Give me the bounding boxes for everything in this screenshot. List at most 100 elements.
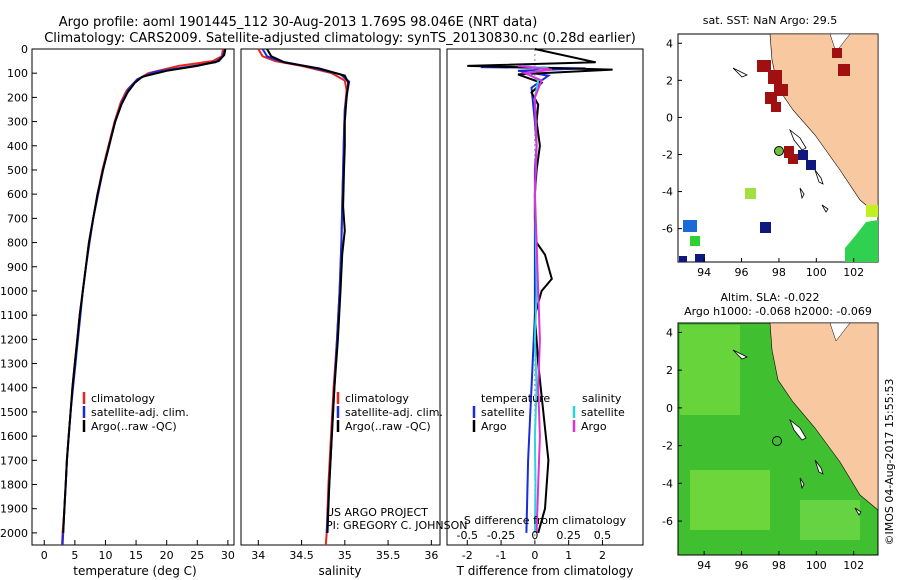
depth-tick-label: 800 xyxy=(7,237,28,250)
sst-pixel xyxy=(757,60,771,72)
depth-tick-label: 1100 xyxy=(0,309,28,322)
sst-pixel xyxy=(683,220,697,232)
lat-tick-label: -2 xyxy=(662,148,673,161)
s-difference-label: S difference from climatology xyxy=(464,514,627,527)
temperature-xlabel: temperature (deg C) xyxy=(73,564,196,578)
lon-tick-label: 100 xyxy=(806,266,827,279)
x-tick-label: 1 xyxy=(565,549,572,562)
depth-tick-label: 700 xyxy=(7,212,28,225)
s-tick-label: 0 xyxy=(531,529,538,542)
land-gap xyxy=(829,322,851,342)
lon-tick-label: 94 xyxy=(697,559,711,572)
x-tick-label: -1 xyxy=(496,549,507,562)
legend-label-argo: Argo(..raw -QC) xyxy=(345,420,431,433)
lat-tick-label: 2 xyxy=(666,364,673,377)
depth-tick-label: 400 xyxy=(7,140,28,153)
legend-label-t-argo: Argo xyxy=(481,420,507,433)
depth-tick-label: 1900 xyxy=(0,503,28,516)
depth-tick-label: 1200 xyxy=(0,333,28,346)
sst-pixel xyxy=(866,205,878,217)
sla-map-subtitle: Argo h1000: -0.068 h2000: -0.069 xyxy=(684,305,872,318)
lat-tick-label: -4 xyxy=(662,477,673,490)
sla-map-title: Altim. SLA: -0.022 xyxy=(720,291,819,304)
difference-panel-frame xyxy=(446,48,644,546)
lon-tick-label: 102 xyxy=(843,559,864,572)
s-tick-label: 0.5 xyxy=(594,529,612,542)
sla-map-x-axis: 94 96 98 100 102 xyxy=(697,551,864,572)
legend-label-t-satellite: satellite xyxy=(481,406,525,419)
depth-tick-label: 500 xyxy=(7,164,28,177)
legend-title-salinity: salinity xyxy=(582,392,622,405)
lon-tick-label: 96 xyxy=(735,559,749,572)
salinity-panel-frame xyxy=(240,48,441,546)
sst-green-patch xyxy=(845,220,878,262)
lat-tick-label: 4 xyxy=(666,326,673,339)
series-line xyxy=(257,48,348,546)
sst-pixel xyxy=(695,254,705,262)
difference-x-axis: -2 -1 0 1 2 xyxy=(462,49,606,562)
sst-pixel xyxy=(745,188,756,199)
salinity-xlabel: salinity xyxy=(318,564,361,578)
lat-tick-label: 4 xyxy=(666,37,673,50)
lat-tick-label: -6 xyxy=(662,515,673,528)
series-line xyxy=(61,48,224,546)
series-line xyxy=(62,48,227,533)
sst-map-title: sat. SST: NaN Argo: 29.5 xyxy=(703,14,837,27)
legend-label-s-argo: Argo xyxy=(581,420,607,433)
salinity-legend: climatology satellite-adj. clim. Argo(..… xyxy=(336,392,443,433)
series-line xyxy=(261,48,351,533)
x-tick-label: 35.5 xyxy=(376,549,401,562)
sst-pixel xyxy=(774,84,788,96)
argo-float-marker xyxy=(774,146,784,156)
lon-tick-label: 98 xyxy=(772,559,786,572)
project-credit: US ARGO PROJECT xyxy=(326,506,428,519)
lat-tick-label: 0 xyxy=(666,111,673,124)
depth-tick-label: 200 xyxy=(7,91,28,104)
x-tick-label: 15 xyxy=(129,549,143,562)
legend-title-temperature: temperature xyxy=(481,392,550,405)
lat-tick-label: 2 xyxy=(666,74,673,87)
imos-timestamp: ©IMOS 04-Aug-2017 15:55:53 xyxy=(883,379,896,546)
depth-tick-label: 100 xyxy=(7,67,28,80)
depth-tick-label: 600 xyxy=(7,188,28,201)
figure-subtitle: Climatology: CARS2009. Satellite-adjuste… xyxy=(44,31,636,46)
lat-tick-label: -4 xyxy=(662,186,673,199)
x-tick-label: 35 xyxy=(338,549,352,562)
temperature-legend: climatology satellite-adj. clim. Argo(..… xyxy=(82,392,189,433)
x-tick-label: 0 xyxy=(531,549,538,562)
x-tick-label: 10 xyxy=(98,549,112,562)
sst-pixel xyxy=(760,222,771,233)
sla-map xyxy=(677,322,879,556)
depth-tick-label: 1700 xyxy=(0,454,28,467)
legend-label-satellite: satellite-adj. clim. xyxy=(345,406,443,419)
sst-pixel xyxy=(679,256,687,262)
difference-legend: temperature satellite Argo salinity sate… xyxy=(472,392,625,433)
depth-tick-label: 1500 xyxy=(0,406,28,419)
temperature-panel-frame xyxy=(31,48,235,546)
depth-tick-label: 1600 xyxy=(0,430,28,443)
salinity-lines xyxy=(257,48,351,546)
difference-xlabel: T difference from climatology xyxy=(456,564,634,578)
depth-tick-label: 1800 xyxy=(0,479,28,492)
legend-label-argo: Argo(..raw -QC) xyxy=(91,420,177,433)
sst-pixel xyxy=(771,102,781,112)
sst-map-x-axis: 94 96 98 100 102 xyxy=(697,258,864,279)
legend-label-satellite: satellite-adj. clim. xyxy=(91,406,189,419)
s-tick-label: -0.5 xyxy=(457,529,478,542)
sst-pixels xyxy=(679,48,878,262)
x-tick-label: 34.5 xyxy=(289,549,314,562)
lon-tick-label: 94 xyxy=(697,266,711,279)
depth-tick-label: 300 xyxy=(7,116,28,129)
legend-label-climatology: climatology xyxy=(91,392,155,405)
figure-title: Argo profile: aoml 1901445_112 30-Aug-20… xyxy=(59,15,538,30)
legend-label-climatology: climatology xyxy=(345,392,409,405)
sst-map-y-axis: 4 2 0 -2 -4 -6 xyxy=(662,37,682,236)
x-tick-label: 0 xyxy=(41,549,48,562)
series-line xyxy=(517,64,552,533)
x-tick-label: -2 xyxy=(462,549,473,562)
lat-tick-label: -6 xyxy=(662,223,673,236)
lon-tick-label: 100 xyxy=(806,559,827,572)
sumatra-land xyxy=(769,322,879,511)
s-tick-label: -0.25 xyxy=(487,529,515,542)
